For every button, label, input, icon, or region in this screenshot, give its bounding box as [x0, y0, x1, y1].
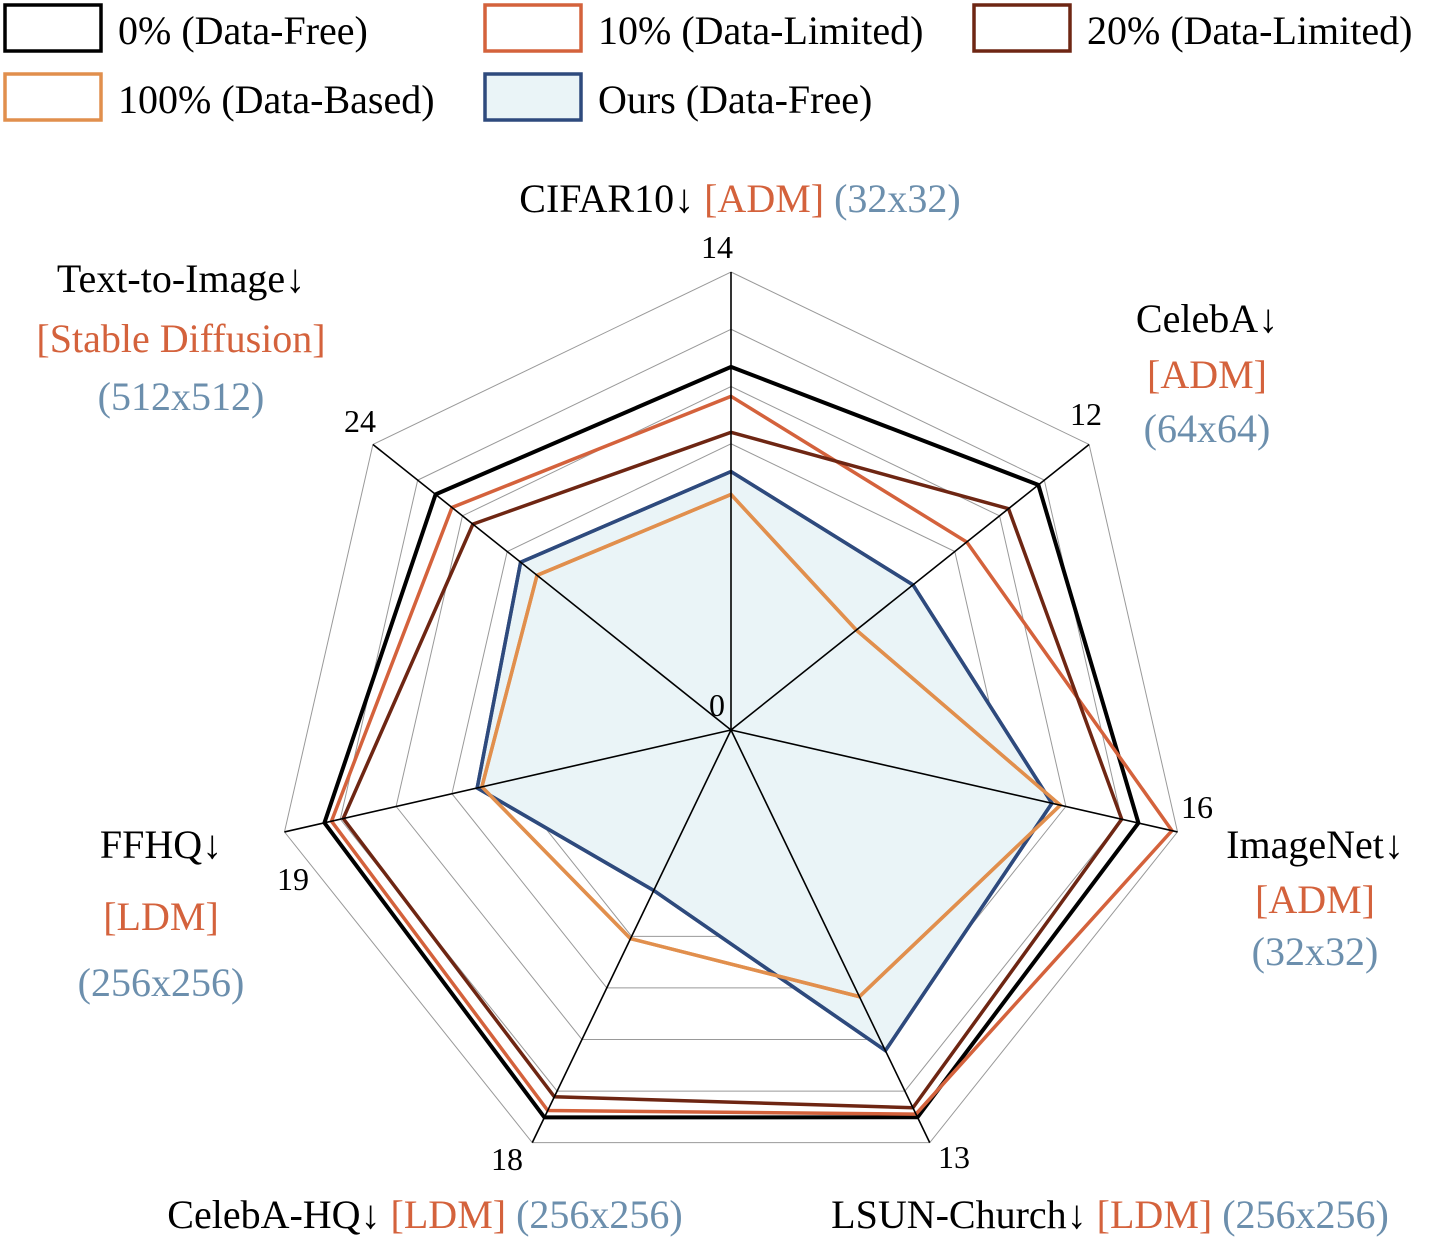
grid-ring [451, 443, 1011, 989]
axis-model-text: [LDM] [1097, 1192, 1213, 1237]
axis-name-text: CelebA-HQ↓ [167, 1192, 380, 1237]
axis-resolution-text: (256x256) [1222, 1192, 1389, 1237]
series-polygon-10-data-limited [329, 394, 1175, 1116]
tick-label-text-to-image: 24 [344, 403, 376, 439]
axis-model-text: [LDM] [103, 894, 219, 939]
axis-label-celeba: CelebA↓ [ADM] (64x64) [1136, 296, 1278, 451]
axis-name-text: CIFAR10↓ [519, 176, 694, 221]
axis-resolution-text: (512x512) [98, 374, 265, 419]
legend-item-10-data-limited: 10% (Data-Limited) [483, 3, 923, 53]
axis-label-cifar10: CIFAR10↓ [ADM] (32x32) [519, 176, 960, 221]
axis-label-lsun-church: LSUN-Church↓ [LDM] (256x256) [831, 1192, 1389, 1237]
grid-ring [283, 271, 1179, 1144]
axis-model-text: [ADM] [1147, 352, 1267, 397]
axis-label-imagenet: ImageNet↓ [ADM] (32x32) [1226, 822, 1404, 974]
tick-label-ffhq: 19 [277, 861, 309, 897]
axis-spoke-text-to-image [372, 443, 732, 731]
tick-label-imagenet: 16 [1181, 789, 1213, 825]
legend-swatch [972, 3, 1072, 53]
legend: 0% (Data-Free) 10% (Data-Limited) 20% (Dat… [3, 3, 1412, 122]
series-polygon-0-data-free [322, 364, 1141, 1120]
center-tick-label: 0 [709, 687, 725, 723]
series-outline-ours [475, 469, 1055, 1054]
axis-resolution-text: (256x256) [516, 1192, 683, 1237]
axis-name-text: LSUN-Church↓ [831, 1192, 1087, 1237]
grid-ring [339, 328, 1123, 1092]
series-polygon-20-data-limited [341, 430, 1124, 1110]
legend-swatch [483, 3, 583, 53]
axis-resolution-text: (64x64) [1144, 406, 1271, 451]
axis-model-text: [LDM] [391, 1192, 507, 1237]
axis-label-ffhq: FFHQ↓ [LDM] (256x256) [78, 822, 245, 1005]
legend-swatch [3, 72, 103, 122]
legend-label: Ours (Data-Free) [598, 77, 872, 122]
legend-swatch [3, 3, 103, 53]
series-layer [322, 364, 1175, 1120]
tick-label-celeba: 12 [1070, 396, 1102, 432]
legend-label: 0% (Data-Free) [118, 8, 368, 53]
legend-item-0-data-free: 0% (Data-Free) [3, 3, 368, 53]
legend-label: 10% (Data-Limited) [598, 8, 923, 53]
axis-spoke-imagenet [730, 729, 1178, 833]
axis-model-text: [Stable Diffusion] [36, 316, 325, 361]
axis-spoke-celeba [730, 443, 1090, 731]
grid-ring [395, 385, 1067, 1040]
tick-label-celeba-hq: 18 [491, 1141, 523, 1177]
axis-spoke-celeba-hq [531, 729, 732, 1143]
radar-axes [284, 272, 1178, 1143]
axis-name-text: CelebA↓ [1136, 296, 1278, 341]
legend-item-20-data-limited: 20% (Data-Limited) [972, 3, 1412, 53]
axis-model-text: [ADM] [1255, 877, 1375, 922]
axis-name-text: ImageNet↓ [1226, 822, 1404, 867]
series-polygon-ours-data-free [475, 469, 1055, 1054]
axis-name-text: Text-to-Image↓ [57, 256, 305, 301]
legend-label: 100% (Data-Based) [118, 77, 435, 122]
axis-resolution-text: (32x32) [834, 176, 961, 221]
axis-resolution-text: (32x32) [1252, 929, 1379, 974]
axis-resolution-text: (256x256) [78, 960, 245, 1005]
axis-model-text: [ADM] [704, 176, 824, 221]
axis-label-text-to-image: Text-to-Image↓ [Stable Diffusion] (512x512… [36, 256, 325, 419]
axis-name-text: FFHQ↓ [100, 822, 222, 867]
tick-label-cifar10: 14 [701, 229, 733, 265]
axis-spoke-lsun-church [730, 729, 931, 1143]
series-outline-data-based [479, 492, 1063, 999]
legend-item-ours-data-free: Ours (Data-Free) [483, 72, 872, 122]
axis-label-celeba-hq: CelebA-HQ↓ [LDM] (256x256) [167, 1192, 682, 1237]
tick-label-lsun-church: 13 [938, 1139, 970, 1175]
legend-swatch [483, 72, 583, 122]
legend-item-100-data-based: 100% (Data-Based) [3, 72, 435, 122]
legend-label: 20% (Data-Limited) [1087, 8, 1412, 53]
axis-spoke-ffhq [284, 729, 732, 833]
